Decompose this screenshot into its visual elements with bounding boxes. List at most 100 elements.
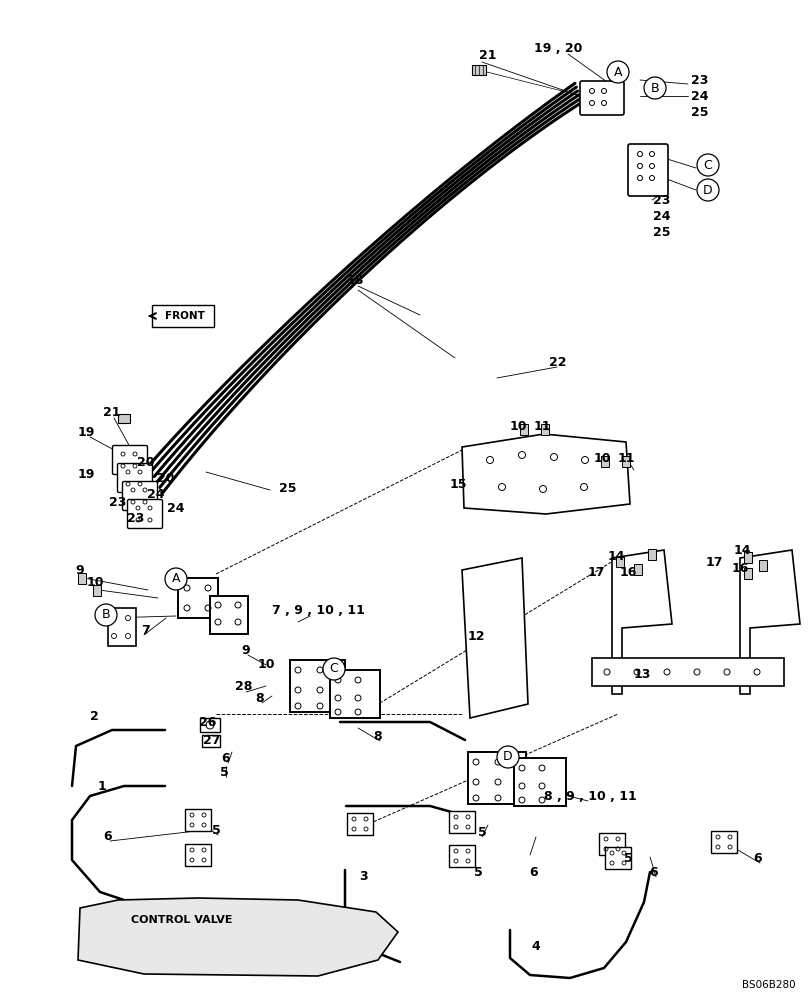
Text: 17: 17	[705, 556, 722, 570]
Text: 6: 6	[753, 852, 762, 865]
FancyBboxPatch shape	[579, 81, 623, 115]
Text: 5: 5	[473, 866, 482, 879]
Text: 17: 17	[586, 566, 604, 580]
Bar	[519, 424, 527, 435]
Bar	[290, 660, 345, 712]
Bar	[647, 549, 655, 560]
Bar	[604, 847, 630, 869]
Text: 7 , 9 , 10 , 11: 7 , 9 , 10 , 11	[271, 603, 364, 616]
Text: 23: 23	[653, 194, 670, 207]
Polygon shape	[739, 550, 799, 694]
Text: 23: 23	[127, 512, 144, 526]
Bar	[599, 833, 624, 855]
Text: 7: 7	[141, 624, 150, 638]
Text: 22: 22	[548, 356, 566, 368]
Text: 13: 13	[633, 668, 650, 682]
Bar	[200, 718, 220, 732]
Text: 16: 16	[619, 566, 636, 580]
Bar	[178, 578, 217, 618]
Text: 11: 11	[616, 452, 634, 466]
Text: 14: 14	[607, 550, 624, 564]
Circle shape	[643, 77, 665, 99]
Bar	[621, 456, 629, 467]
Text: 23: 23	[690, 74, 708, 87]
Text: A: A	[613, 66, 621, 79]
Bar	[210, 596, 247, 634]
Text: 6: 6	[649, 866, 658, 879]
Text: 28: 28	[235, 680, 252, 694]
Text: 12: 12	[466, 631, 484, 644]
Text: 24: 24	[147, 488, 165, 502]
Text: 25: 25	[652, 226, 670, 238]
Bar	[202, 735, 220, 747]
Text: 19: 19	[77, 426, 95, 438]
Text: 21: 21	[478, 49, 496, 62]
Polygon shape	[152, 87, 577, 477]
Text: 15: 15	[448, 479, 466, 491]
Text: D: D	[503, 750, 513, 764]
Polygon shape	[461, 434, 629, 514]
FancyBboxPatch shape	[127, 499, 162, 528]
Bar	[78, 573, 86, 584]
Polygon shape	[148, 83, 576, 471]
Text: 6: 6	[221, 752, 230, 766]
Polygon shape	[157, 95, 580, 488]
Bar	[616, 556, 623, 567]
Polygon shape	[611, 550, 672, 694]
Text: C: C	[329, 662, 338, 676]
Text: 11: 11	[533, 420, 550, 434]
Text: 5: 5	[477, 826, 486, 839]
Text: D: D	[702, 184, 712, 197]
FancyBboxPatch shape	[113, 446, 148, 475]
Text: 24: 24	[690, 90, 708, 103]
Bar	[93, 585, 101, 596]
Polygon shape	[160, 99, 581, 493]
Text: 21: 21	[103, 406, 121, 418]
Text: 23: 23	[109, 496, 127, 510]
Bar	[467, 752, 526, 804]
Text: BS06B280: BS06B280	[741, 980, 795, 990]
Bar	[591, 658, 783, 686]
Text: B: B	[650, 82, 659, 95]
Text: 24: 24	[652, 210, 670, 223]
Bar	[540, 424, 548, 435]
Bar	[448, 811, 474, 833]
Text: 14: 14	[732, 544, 750, 558]
Text: 3: 3	[359, 870, 368, 883]
Text: 20: 20	[137, 456, 155, 470]
Text: 10: 10	[86, 576, 104, 588]
Text: 9: 9	[75, 564, 84, 578]
Bar	[710, 831, 736, 853]
Text: 4: 4	[531, 940, 539, 953]
Bar	[633, 564, 642, 575]
Text: B: B	[101, 608, 110, 621]
Text: 5: 5	[219, 766, 228, 779]
Text: FRONT: FRONT	[165, 311, 204, 321]
Text: 9: 9	[242, 644, 250, 656]
Bar	[600, 456, 608, 467]
Circle shape	[323, 658, 345, 680]
Bar	[743, 568, 751, 579]
Bar	[108, 608, 135, 646]
Circle shape	[607, 61, 629, 83]
Text: 27: 27	[203, 734, 221, 748]
Text: 25: 25	[279, 482, 296, 494]
Text: 5: 5	[212, 824, 220, 837]
FancyBboxPatch shape	[627, 144, 667, 196]
Bar	[758, 560, 766, 571]
Circle shape	[165, 568, 187, 590]
FancyBboxPatch shape	[118, 464, 152, 492]
Polygon shape	[461, 558, 527, 718]
Text: 19 , 20: 19 , 20	[533, 42, 581, 55]
Text: CONTROL VALVE: CONTROL VALVE	[131, 915, 233, 925]
Text: 10: 10	[508, 420, 526, 434]
Bar	[743, 552, 751, 563]
Text: 1: 1	[97, 780, 106, 793]
Text: 19: 19	[77, 468, 95, 482]
Text: 25: 25	[690, 106, 708, 119]
Text: 6: 6	[104, 830, 112, 843]
Bar	[448, 845, 474, 867]
Text: 16: 16	[731, 562, 748, 576]
Bar	[185, 809, 211, 831]
Text: 20: 20	[157, 473, 174, 486]
